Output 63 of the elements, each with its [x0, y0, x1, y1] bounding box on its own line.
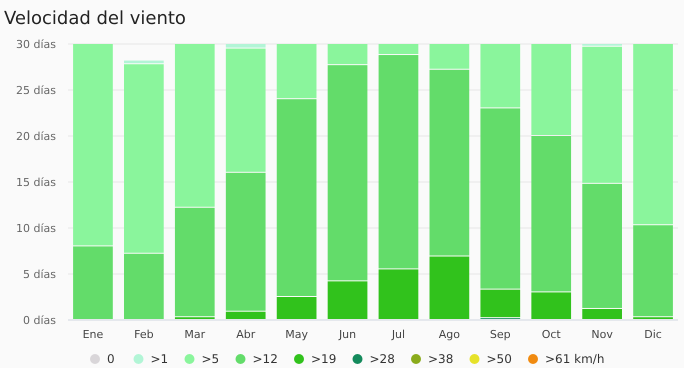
bar [226, 172, 266, 311]
bar [378, 44, 418, 54]
x-tick-label: Jul [390, 328, 406, 341]
bar [276, 44, 316, 98]
y-tick-label: 15 días [16, 176, 56, 189]
bar [124, 254, 164, 319]
bar [378, 55, 418, 268]
bar [226, 312, 266, 319]
x-tick-label: Mar [184, 328, 206, 341]
bar [531, 136, 572, 292]
legend-label: >19 [311, 352, 336, 366]
x-tick-label: Abr [236, 328, 256, 341]
bar [328, 65, 368, 280]
bar [430, 70, 470, 256]
bar [276, 297, 316, 319]
legend-label: >38 [428, 352, 454, 366]
legend-label: >12 [252, 352, 278, 366]
y-tick-label: 0 días [22, 314, 56, 327]
bar [378, 269, 418, 319]
bar [124, 60, 164, 64]
bar [174, 208, 215, 316]
bar [582, 46, 622, 183]
legend-label: 0 [107, 352, 115, 366]
bar [531, 292, 572, 319]
bar [174, 44, 215, 207]
bar [531, 44, 572, 135]
bar [226, 44, 266, 48]
y-tick-label: 10 días [16, 222, 56, 235]
bar [480, 108, 520, 289]
x-tick-label: Nov [591, 328, 614, 341]
bar [633, 44, 673, 224]
y-tick-label: 5 días [22, 268, 56, 281]
bar [430, 44, 470, 69]
chart-title: Velocidad del viento [4, 8, 186, 29]
bar [480, 44, 520, 108]
x-tick-label: Oct [542, 328, 562, 341]
legend-label: >1 [150, 352, 168, 366]
x-tick-label: Sep [490, 328, 511, 341]
bar [328, 281, 368, 319]
y-tick-label: 20 días [16, 130, 56, 143]
y-tick-label: 30 días [16, 38, 56, 51]
bar [73, 44, 113, 246]
x-tick-label: Dic [644, 328, 662, 341]
legend-label: >28 [370, 352, 395, 366]
bar [328, 44, 368, 64]
legend-label: >61 km/h [545, 352, 604, 366]
bar [480, 290, 520, 318]
x-tick-label: May [285, 328, 308, 341]
bar [276, 99, 316, 296]
bar [582, 308, 622, 319]
bar [73, 246, 113, 319]
bar [226, 48, 266, 172]
bar [633, 225, 673, 316]
legend-label: >5 [202, 352, 220, 366]
x-tick-label: Ago [438, 328, 460, 341]
bar [124, 64, 164, 253]
x-tick-label: Jun [338, 328, 356, 341]
bar [582, 184, 622, 308]
x-tick-label: Ene [82, 328, 104, 341]
legend-label: >50 [486, 352, 512, 366]
y-tick-label: 25 días [16, 84, 56, 97]
x-tick-label: Feb [134, 328, 154, 341]
bar [430, 256, 470, 319]
